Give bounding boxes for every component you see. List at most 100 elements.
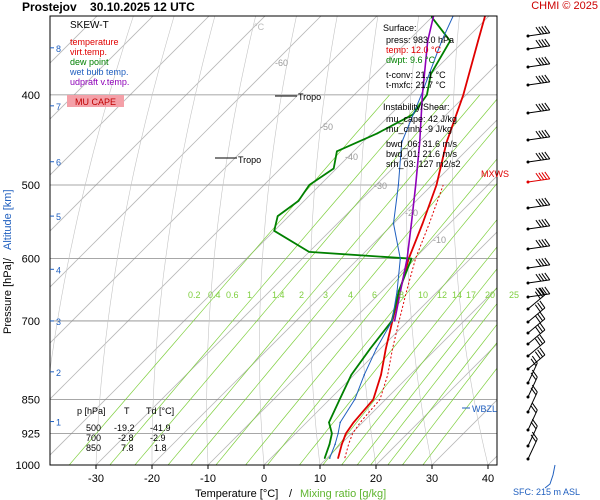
table-row-1-p: 700 (86, 433, 101, 443)
legend: SKEW-T temperature virt.temp. dew point … (67, 20, 129, 107)
wind-barb-dot (526, 83, 530, 87)
wind-barb-dot (526, 180, 530, 184)
wind-barb-feather (541, 26, 548, 34)
mixing-ratio-tick-label: 0.2 (188, 290, 201, 300)
mixing-ratio-tick-label: 14 (452, 290, 462, 300)
wind-barb-feather (538, 239, 545, 248)
wind-barb-feather (541, 130, 548, 138)
series-point (328, 457, 331, 459)
plot-frame (49, 15, 498, 466)
series-point (392, 222, 395, 225)
mixing-ratio-tick-label: 20 (485, 290, 495, 300)
wind-barb-shaft (527, 293, 550, 298)
mixing-ratio-line (167, 94, 481, 465)
isotherm-tick-label: -60 (275, 58, 288, 68)
legend-title: SKEW-T (70, 20, 109, 31)
mixing-ratio-line (68, 94, 390, 465)
series-point (426, 40, 429, 42)
wind-barb-dot (526, 331, 530, 335)
dry-adiabat (496, 77, 497, 152)
mixing-ratio-tick-label: 8 (399, 290, 404, 300)
wind-barb-feather (541, 273, 548, 281)
wind-barb-feather (531, 384, 538, 393)
series-point (400, 141, 403, 144)
wind-barb-feather (539, 334, 546, 343)
pressure-tick-label: 1000 (16, 460, 40, 472)
temperature-tick-label: 0 (261, 473, 267, 485)
wind-barb-shaft (527, 136, 550, 141)
series-point (375, 348, 378, 350)
series-layer (273, 16, 487, 459)
wind-barb (526, 238, 551, 251)
wind-barb-feather (544, 56, 551, 65)
mixing-ratio-tick-label: 25 (509, 290, 519, 300)
wind-barb-feather (535, 239, 542, 248)
mixing-ratio-line (322, 246, 497, 465)
wind-barb-dot (526, 320, 530, 324)
wind-barb-feather (544, 238, 551, 247)
wind-barb-dot (526, 47, 530, 51)
mixing-ratio-line (190, 98, 497, 465)
wind-barb-feather (530, 434, 537, 443)
series-point (369, 348, 371, 350)
isotherm-tick-label: -30 (374, 181, 387, 191)
altitude-tick-label: 1 (56, 418, 61, 428)
isotherm-line (263, 231, 497, 465)
pressure-tick-label: 600 (22, 254, 40, 266)
wind-barb-feather (541, 219, 548, 227)
wind-barb (526, 102, 551, 115)
series-point (414, 184, 417, 186)
dry-adiabat (452, 16, 489, 465)
wind-barb-shaft (527, 329, 546, 345)
grid-layer (50, 16, 497, 465)
mixing-ratio-tick-label: 6 (372, 290, 377, 300)
wind-barb-feather (530, 405, 537, 414)
wind-barb-shaft (527, 178, 550, 183)
wind-barb-feather (537, 313, 544, 322)
series-point (410, 257, 413, 260)
legend-item-dew-point: dew point (70, 57, 109, 67)
wind-barb-shaft (527, 341, 546, 357)
wind-barb-shaft (527, 32, 550, 37)
series-point (338, 398, 341, 401)
axis-ticks-layer: 1002003004005006007008509251000123456789… (16, 44, 495, 485)
wind-barb (526, 300, 546, 324)
legend-item-virt-temp: virt.temp. (70, 47, 107, 57)
wind-barb-shaft (527, 264, 550, 269)
wind-barb (526, 286, 551, 299)
mixing-ratio-tick-label: 1.4 (272, 290, 285, 300)
legend-item-temperature: temperature (70, 37, 119, 47)
mxws-label: MXWS (481, 169, 509, 179)
wind-barb-shaft (527, 109, 550, 114)
wind-barb-shaft (527, 225, 550, 230)
wind-barb (526, 384, 538, 414)
wind-barb (526, 151, 551, 164)
surface-height-marker (544, 464, 556, 489)
mixing-ratio-tick-label: 2 (299, 290, 304, 300)
wind-barb-feather (535, 152, 542, 161)
pressure-tick-label: 925 (22, 429, 40, 441)
wind-barb-feather (538, 273, 545, 282)
wind-barb-dot (526, 457, 530, 461)
wind-barb-feather (535, 273, 542, 282)
wind-barb-feather (541, 152, 548, 160)
srh03-value: srh_03: 127 m2/s2 (386, 159, 461, 169)
series-point (406, 257, 408, 260)
temperature-tick-label: 10 (314, 473, 326, 485)
wind-barb-feather (538, 172, 545, 181)
wind-barb-dot (526, 206, 530, 210)
isotherm-line (207, 175, 497, 465)
series-point (376, 132, 379, 135)
wind-barb (526, 402, 538, 432)
wind-barb-feather (541, 39, 548, 47)
mixing-ratio-tick-label: 1 (247, 290, 252, 300)
temperature-tick-label: 40 (482, 473, 494, 485)
surface-tconv: t-conv: 21.1 °C (386, 70, 446, 80)
wind-barb-feather (538, 75, 545, 84)
mu-cinh-value: mu_cinh: -9 J/kg (386, 124, 452, 134)
altitude-tick-label: 5 (56, 212, 61, 222)
temperature-tick-label: 20 (370, 473, 382, 485)
wind-barb-feather (531, 418, 538, 427)
isotherm-line (487, 455, 497, 465)
wind-barb-feather (541, 198, 548, 206)
